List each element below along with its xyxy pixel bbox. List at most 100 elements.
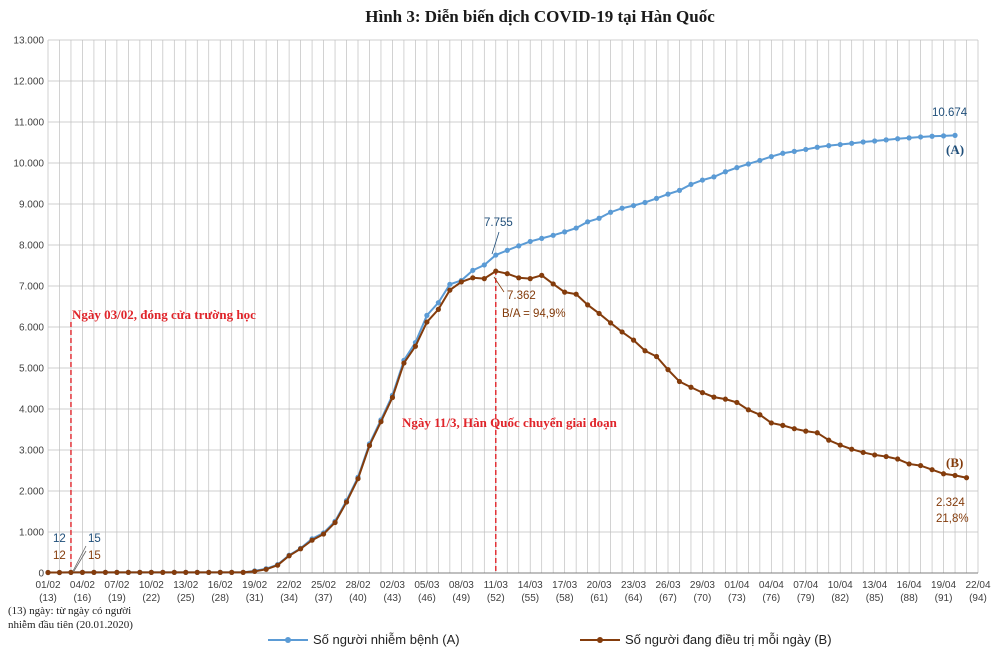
series-a-point [745,161,751,167]
series-b-point [688,384,694,390]
series-b-point [183,569,189,575]
x-tick-label: 04/04 [759,580,784,591]
series-b-point [206,569,212,575]
school-close-label: Ngày 03/02, đóng cửa trường học [72,307,256,322]
y-tick-label: 1.000 [19,528,44,539]
legend-marker-a [285,637,291,643]
series-a-point [504,247,510,253]
series-b-point [412,343,419,349]
y-tick-label: 9.000 [19,200,44,211]
x-tick-label: 11/03 [484,580,509,591]
series-a-point [435,300,441,306]
legend: Số người nhiễm bệnh (A) Số người đang đi… [268,632,832,647]
label-b-end: 2.324 [936,497,965,509]
y-tick-label: 13.000 [13,36,44,47]
series-a-point [952,132,958,138]
series-a-point [630,202,637,209]
x-tick-day-label: (16) [74,593,92,604]
label-a-peak: 7.755 [484,217,513,229]
series-b-point [401,360,407,366]
x-tick-day-label: (55) [521,593,539,604]
series-b-point [194,569,200,575]
series-b-point [619,329,625,335]
series-b-point [240,569,246,575]
series-b-point [275,562,281,568]
x-tick-label: 01/02 [35,580,60,591]
event-markers [70,270,497,573]
series-b-point [160,569,166,575]
series-b-point [699,390,706,396]
series-b-point [906,461,912,467]
series-b-point [389,394,396,401]
series-b-point [550,281,556,287]
phase-change-label: Ngày 11/3, Hàn Quốc chuyển giai đoạn [402,415,618,430]
series-b-point [722,396,729,402]
series-b-point [780,422,786,428]
leader-feb03-a [72,545,87,572]
axes: 0 1.000 2.000 3.000 4.000 5.000 6.000 7.000 8.00… [13,36,991,605]
x-tick-label: 16/02 [208,580,233,591]
x-tick-day-label: (52) [487,593,505,604]
series-a-point [539,235,545,241]
leader-feb03-b [73,550,87,572]
series-b-point [355,476,361,482]
x-tick-day-label: (58) [556,593,574,604]
x-tick-day-label: (67) [659,593,677,604]
series-b-point [378,419,384,425]
series-b-point [734,399,740,406]
y-tick-label: 7.000 [19,282,44,293]
y-tick-label: 0 [38,569,44,580]
x-tick-day-label: (79) [797,593,815,604]
x-tick-label: 13/02 [173,580,198,591]
series-a-point [573,225,579,231]
series-b-point [768,420,774,426]
leader-b-peak [493,276,505,293]
x-tick-label: 05/03 [414,580,439,591]
series-a-point [665,191,671,197]
x-tick-day-label: (31) [246,593,264,604]
x-tick-label: 17/03 [552,580,577,591]
series-b-point [171,569,177,575]
series-a-point [895,136,901,142]
series-b-point [630,337,637,343]
series-b-point [711,394,717,400]
series-b-point [114,569,120,575]
legend-marker-b [597,637,603,643]
series-b-point [872,452,878,458]
series-a-point [447,281,453,287]
series-b-point [217,569,223,575]
x-tick-day-label: (94) [969,593,987,604]
series-b-point [297,546,304,552]
series-a-point [883,137,889,143]
x-tick-label: 04/02 [70,580,95,591]
x-tick-day-label: (61) [590,593,608,604]
series-a-point [527,238,533,245]
y-tick-label: 4.000 [19,405,44,416]
y-tick-label: 5.000 [19,364,44,375]
x-tick-label: 08/03 [449,580,474,591]
series-a-point [791,148,797,154]
x-tick-label: 13/04 [862,580,887,591]
series-b-point [803,428,809,434]
series-b-point [665,367,671,373]
series-a-point [516,243,522,249]
series-b-point [424,319,430,325]
series-b-point [320,531,327,537]
series-b-point [562,289,568,295]
series-a-point [906,135,912,141]
series-a-point [424,312,430,318]
x-tick-label: 02/03 [380,580,405,591]
x-tick-label: 19/04 [931,580,956,591]
series-a-point [619,205,625,211]
series-b-point [102,569,109,575]
series-a-point [607,209,614,215]
series-a-point [837,141,843,148]
x-tick-label: 14/03 [518,580,543,591]
series-b-point [745,407,751,413]
x-tick-label: 28/02 [345,580,370,591]
legend-item-a: Số người nhiễm bệnh (A) [268,632,460,647]
x-tick-day-label: (22) [142,593,160,604]
x-tick-label: 10/02 [139,580,164,591]
x-tick-label: 29/03 [690,580,715,591]
series-b-point [826,437,832,443]
